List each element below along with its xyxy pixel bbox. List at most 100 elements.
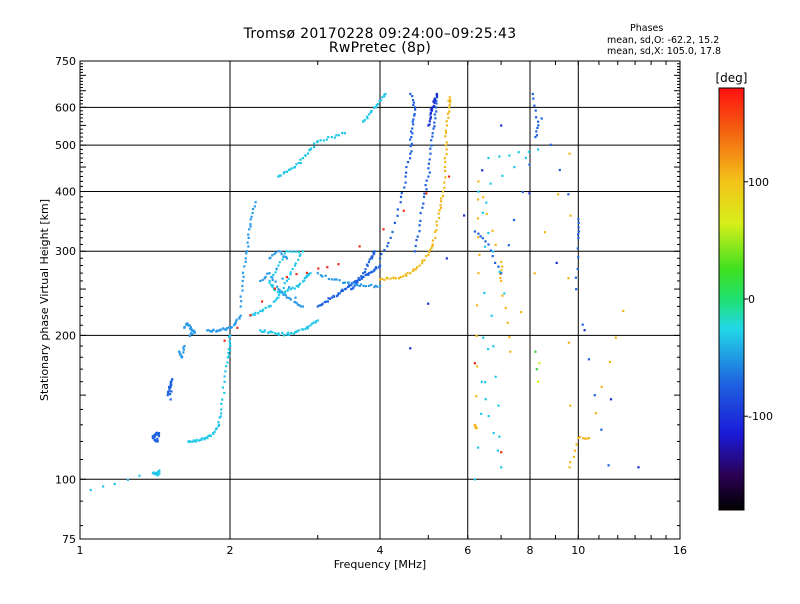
data-point: [273, 253, 276, 256]
data-point: [351, 282, 354, 285]
data-point: [178, 353, 181, 356]
colorbar: [718, 87, 745, 511]
data-point: [251, 313, 254, 316]
data-point: [171, 378, 174, 381]
data-point: [411, 120, 414, 123]
data-point: [367, 113, 371, 116]
data-point: [429, 147, 432, 150]
data-point: [291, 286, 294, 289]
data-point: [207, 434, 210, 437]
data-point: [285, 250, 288, 253]
data-point: [438, 209, 441, 212]
data-point: [430, 139, 433, 142]
data-point: [444, 144, 447, 147]
data-point: [221, 386, 224, 389]
data-point: [261, 300, 264, 303]
data-point: [188, 324, 191, 327]
data-point: [412, 268, 415, 271]
data-point: [476, 304, 479, 307]
data-point: [293, 300, 297, 304]
data-point: [275, 267, 278, 270]
data-point: [414, 108, 417, 111]
x-tick-label: 6: [464, 544, 471, 557]
data-point: [288, 286, 291, 289]
data-point: [191, 332, 194, 336]
data-point: [182, 351, 185, 354]
data-point: [295, 301, 298, 305]
data-point: [249, 225, 252, 228]
data-point: [572, 455, 576, 458]
data-point: [422, 195, 426, 198]
data-point: [418, 264, 421, 267]
data-point: [574, 276, 577, 279]
data-point: [372, 251, 375, 254]
data-point: [494, 243, 497, 246]
data-point: [489, 182, 492, 185]
data-point: [498, 435, 501, 438]
data-point: [277, 264, 280, 267]
data-point: [225, 365, 228, 368]
data-point: [319, 139, 322, 142]
data-point: [463, 214, 466, 217]
data-point: [543, 231, 546, 234]
data-point: [534, 109, 537, 112]
data-point: [409, 157, 412, 160]
data-point: [281, 277, 284, 280]
data-point: [138, 474, 141, 477]
data-point: [356, 279, 359, 282]
data-point: [443, 181, 446, 184]
data-point: [477, 180, 480, 183]
data-point: [569, 461, 572, 464]
data-point: [528, 192, 531, 195]
data-point: [413, 106, 417, 109]
data-point: [392, 276, 395, 279]
data-point: [481, 169, 484, 172]
data-point: [321, 302, 324, 305]
data-point: [445, 153, 448, 156]
data-point: [271, 276, 274, 279]
data-point: [268, 279, 271, 283]
data-point: [535, 134, 538, 137]
data-point: [212, 328, 215, 331]
data-point: [342, 281, 345, 284]
data-point: [277, 332, 280, 335]
data-point: [156, 474, 159, 477]
data-point: [281, 331, 284, 334]
data-point: [183, 325, 186, 329]
data-point: [280, 253, 283, 256]
data-point: [257, 312, 260, 315]
data-point: [168, 387, 171, 390]
data-point: [506, 321, 509, 324]
data-point: [283, 282, 286, 285]
data-point: [289, 288, 293, 291]
data-point: [433, 101, 436, 104]
data-point: [412, 99, 415, 102]
data-point: [427, 253, 430, 256]
data-point: [287, 277, 290, 280]
data-point: [367, 284, 371, 287]
data-point: [440, 200, 443, 203]
data-point: [555, 261, 558, 264]
data-point: [220, 408, 223, 411]
data-point: [277, 293, 281, 296]
data-point: [313, 146, 316, 149]
data-point: [425, 188, 428, 191]
data-point: [500, 451, 503, 454]
data-point: [484, 381, 487, 384]
data-point: [271, 285, 274, 289]
data-point: [153, 433, 156, 436]
data-point: [191, 329, 194, 332]
data-point: [414, 268, 417, 271]
data-point: [383, 249, 386, 252]
data-point: [327, 136, 330, 139]
data-point: [182, 346, 185, 349]
data-point: [434, 230, 437, 233]
data-point: [431, 244, 434, 247]
data-point: [223, 339, 226, 342]
data-point: [487, 157, 490, 160]
data-point: [268, 281, 271, 284]
data-point: [413, 114, 416, 117]
data-point: [487, 415, 490, 418]
data-point: [288, 168, 291, 171]
